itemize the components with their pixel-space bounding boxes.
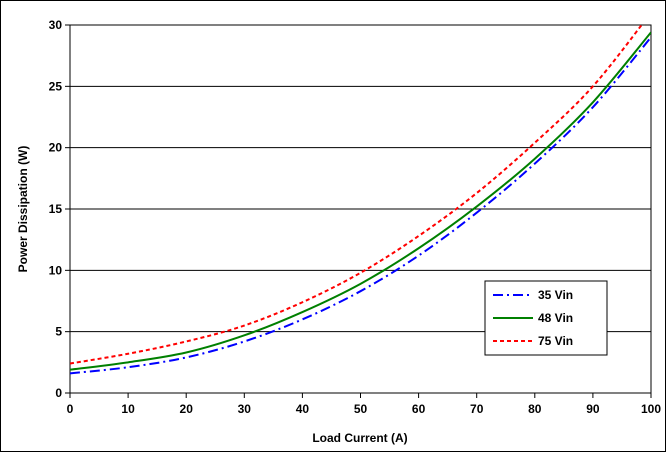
legend-label-48-vin: 48 Vin — [538, 311, 573, 325]
legend-label-35-vin: 35 Vin — [538, 288, 573, 302]
axis-ticks: 0 5 10 15 20 25 30 0 10 20 30 40 50 60 70 80 90 100 — [49, 18, 662, 416]
x-tick-label: 60 — [412, 402, 426, 416]
y-tick-label: 20 — [49, 141, 63, 155]
y-tick-label: 10 — [49, 263, 63, 277]
x-tick-label: 10 — [121, 402, 135, 416]
x-tick-label: 40 — [296, 402, 310, 416]
y-tick-label: 15 — [49, 202, 63, 216]
y-axis-title: Power Dissipation (W) — [16, 146, 30, 273]
series-lines — [70, 25, 651, 375]
x-tick-label: 50 — [354, 402, 368, 416]
x-tick-label: 80 — [528, 402, 542, 416]
x-tick-label: 90 — [586, 402, 600, 416]
x-tick-label: 30 — [238, 402, 252, 416]
series-line-48-vin — [70, 31, 651, 371]
y-tick-label: 25 — [49, 79, 63, 93]
x-tick-label: 0 — [67, 402, 74, 416]
legend: 35 Vin 48 Vin 75 Vin — [484, 280, 608, 356]
y-tick-label: 5 — [55, 325, 62, 339]
x-tick-label: 100 — [641, 402, 661, 416]
x-tick-label: 70 — [470, 402, 484, 416]
y-tick-label: 0 — [55, 386, 62, 400]
x-axis-title: Load Current (A) — [312, 431, 407, 445]
series-line-75-vin — [70, 25, 643, 365]
x-tick-label: 20 — [180, 402, 194, 416]
series-line-35-vin — [70, 36, 651, 375]
legend-label-75-vin: 75 Vin — [538, 334, 573, 348]
y-tick-label: 30 — [49, 18, 63, 32]
